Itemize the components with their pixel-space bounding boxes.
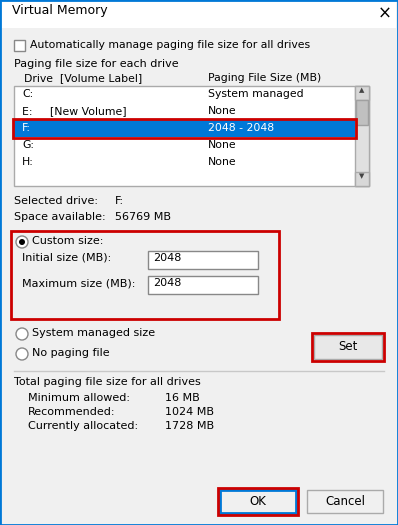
Text: No paging file: No paging file	[32, 348, 109, 358]
Text: Selected drive:: Selected drive:	[14, 196, 98, 206]
Text: Cancel: Cancel	[325, 495, 365, 508]
Text: None: None	[208, 106, 237, 116]
Text: Custom size:: Custom size:	[32, 236, 103, 246]
Text: Virtual Memory: Virtual Memory	[12, 4, 107, 17]
Bar	[314, 335, 382, 359]
Text: ▼: ▼	[359, 173, 365, 179]
Text: System managed: System managed	[208, 89, 304, 99]
Circle shape	[16, 348, 28, 360]
Bar	[14, 40, 25, 51]
Text: Set: Set	[338, 341, 358, 353]
Text: Initial size (MB):: Initial size (MB):	[22, 253, 111, 263]
Bar	[312, 333, 384, 361]
Bar	[218, 488, 298, 515]
Text: 1728 MB: 1728 MB	[165, 421, 214, 431]
Text: 2048: 2048	[153, 253, 181, 263]
Bar	[355, 86, 369, 100]
Bar	[355, 172, 369, 186]
Bar	[148, 276, 258, 294]
Text: None: None	[208, 140, 237, 150]
Text: Automatically manage paging file size for all drives: Automatically manage paging file size fo…	[30, 40, 310, 50]
Bar	[13, 119, 356, 138]
Text: 1024 MB: 1024 MB	[165, 407, 214, 417]
Text: ▲: ▲	[359, 87, 365, 93]
Text: Maximum size (MB):: Maximum size (MB):	[22, 278, 135, 288]
Text: Currently allocated:: Currently allocated:	[28, 421, 138, 431]
Text: G:: G:	[22, 140, 34, 150]
Bar	[14, 86, 369, 186]
Text: Paging File Size (MB): Paging File Size (MB)	[208, 73, 321, 83]
Bar	[355, 86, 369, 186]
Text: Paging file size for each drive: Paging file size for each drive	[14, 59, 179, 69]
Circle shape	[19, 239, 25, 245]
Text: System managed size: System managed size	[32, 328, 155, 338]
Circle shape	[16, 328, 28, 340]
Bar	[220, 490, 296, 513]
Bar	[14, 120, 355, 137]
Text: 56769 MB: 56769 MB	[115, 212, 171, 222]
Text: Drive  [Volume Label]: Drive [Volume Label]	[24, 73, 142, 83]
Text: Recommended:: Recommended:	[28, 407, 115, 417]
Bar	[307, 490, 383, 513]
Text: ×: ×	[378, 5, 392, 23]
Text: F:: F:	[22, 123, 31, 133]
Text: F:: F:	[115, 196, 124, 206]
Text: Space available:: Space available:	[14, 212, 105, 222]
Text: None: None	[208, 157, 237, 167]
Text: 2048 - 2048: 2048 - 2048	[208, 123, 274, 133]
Text: H:: H:	[22, 157, 34, 167]
Text: Minimum allowed:: Minimum allowed:	[28, 393, 130, 403]
Bar	[11, 231, 279, 319]
Text: OK: OK	[250, 495, 266, 508]
Bar	[148, 251, 258, 269]
Bar	[2, 2, 396, 28]
Text: C:: C:	[22, 89, 33, 99]
Bar	[356, 100, 368, 125]
Text: 16 MB: 16 MB	[165, 393, 200, 403]
Text: 2048: 2048	[153, 278, 181, 288]
Circle shape	[16, 236, 28, 248]
Text: Total paging file size for all drives: Total paging file size for all drives	[14, 377, 201, 387]
Text: E:     [New Volume]: E: [New Volume]	[22, 106, 127, 116]
